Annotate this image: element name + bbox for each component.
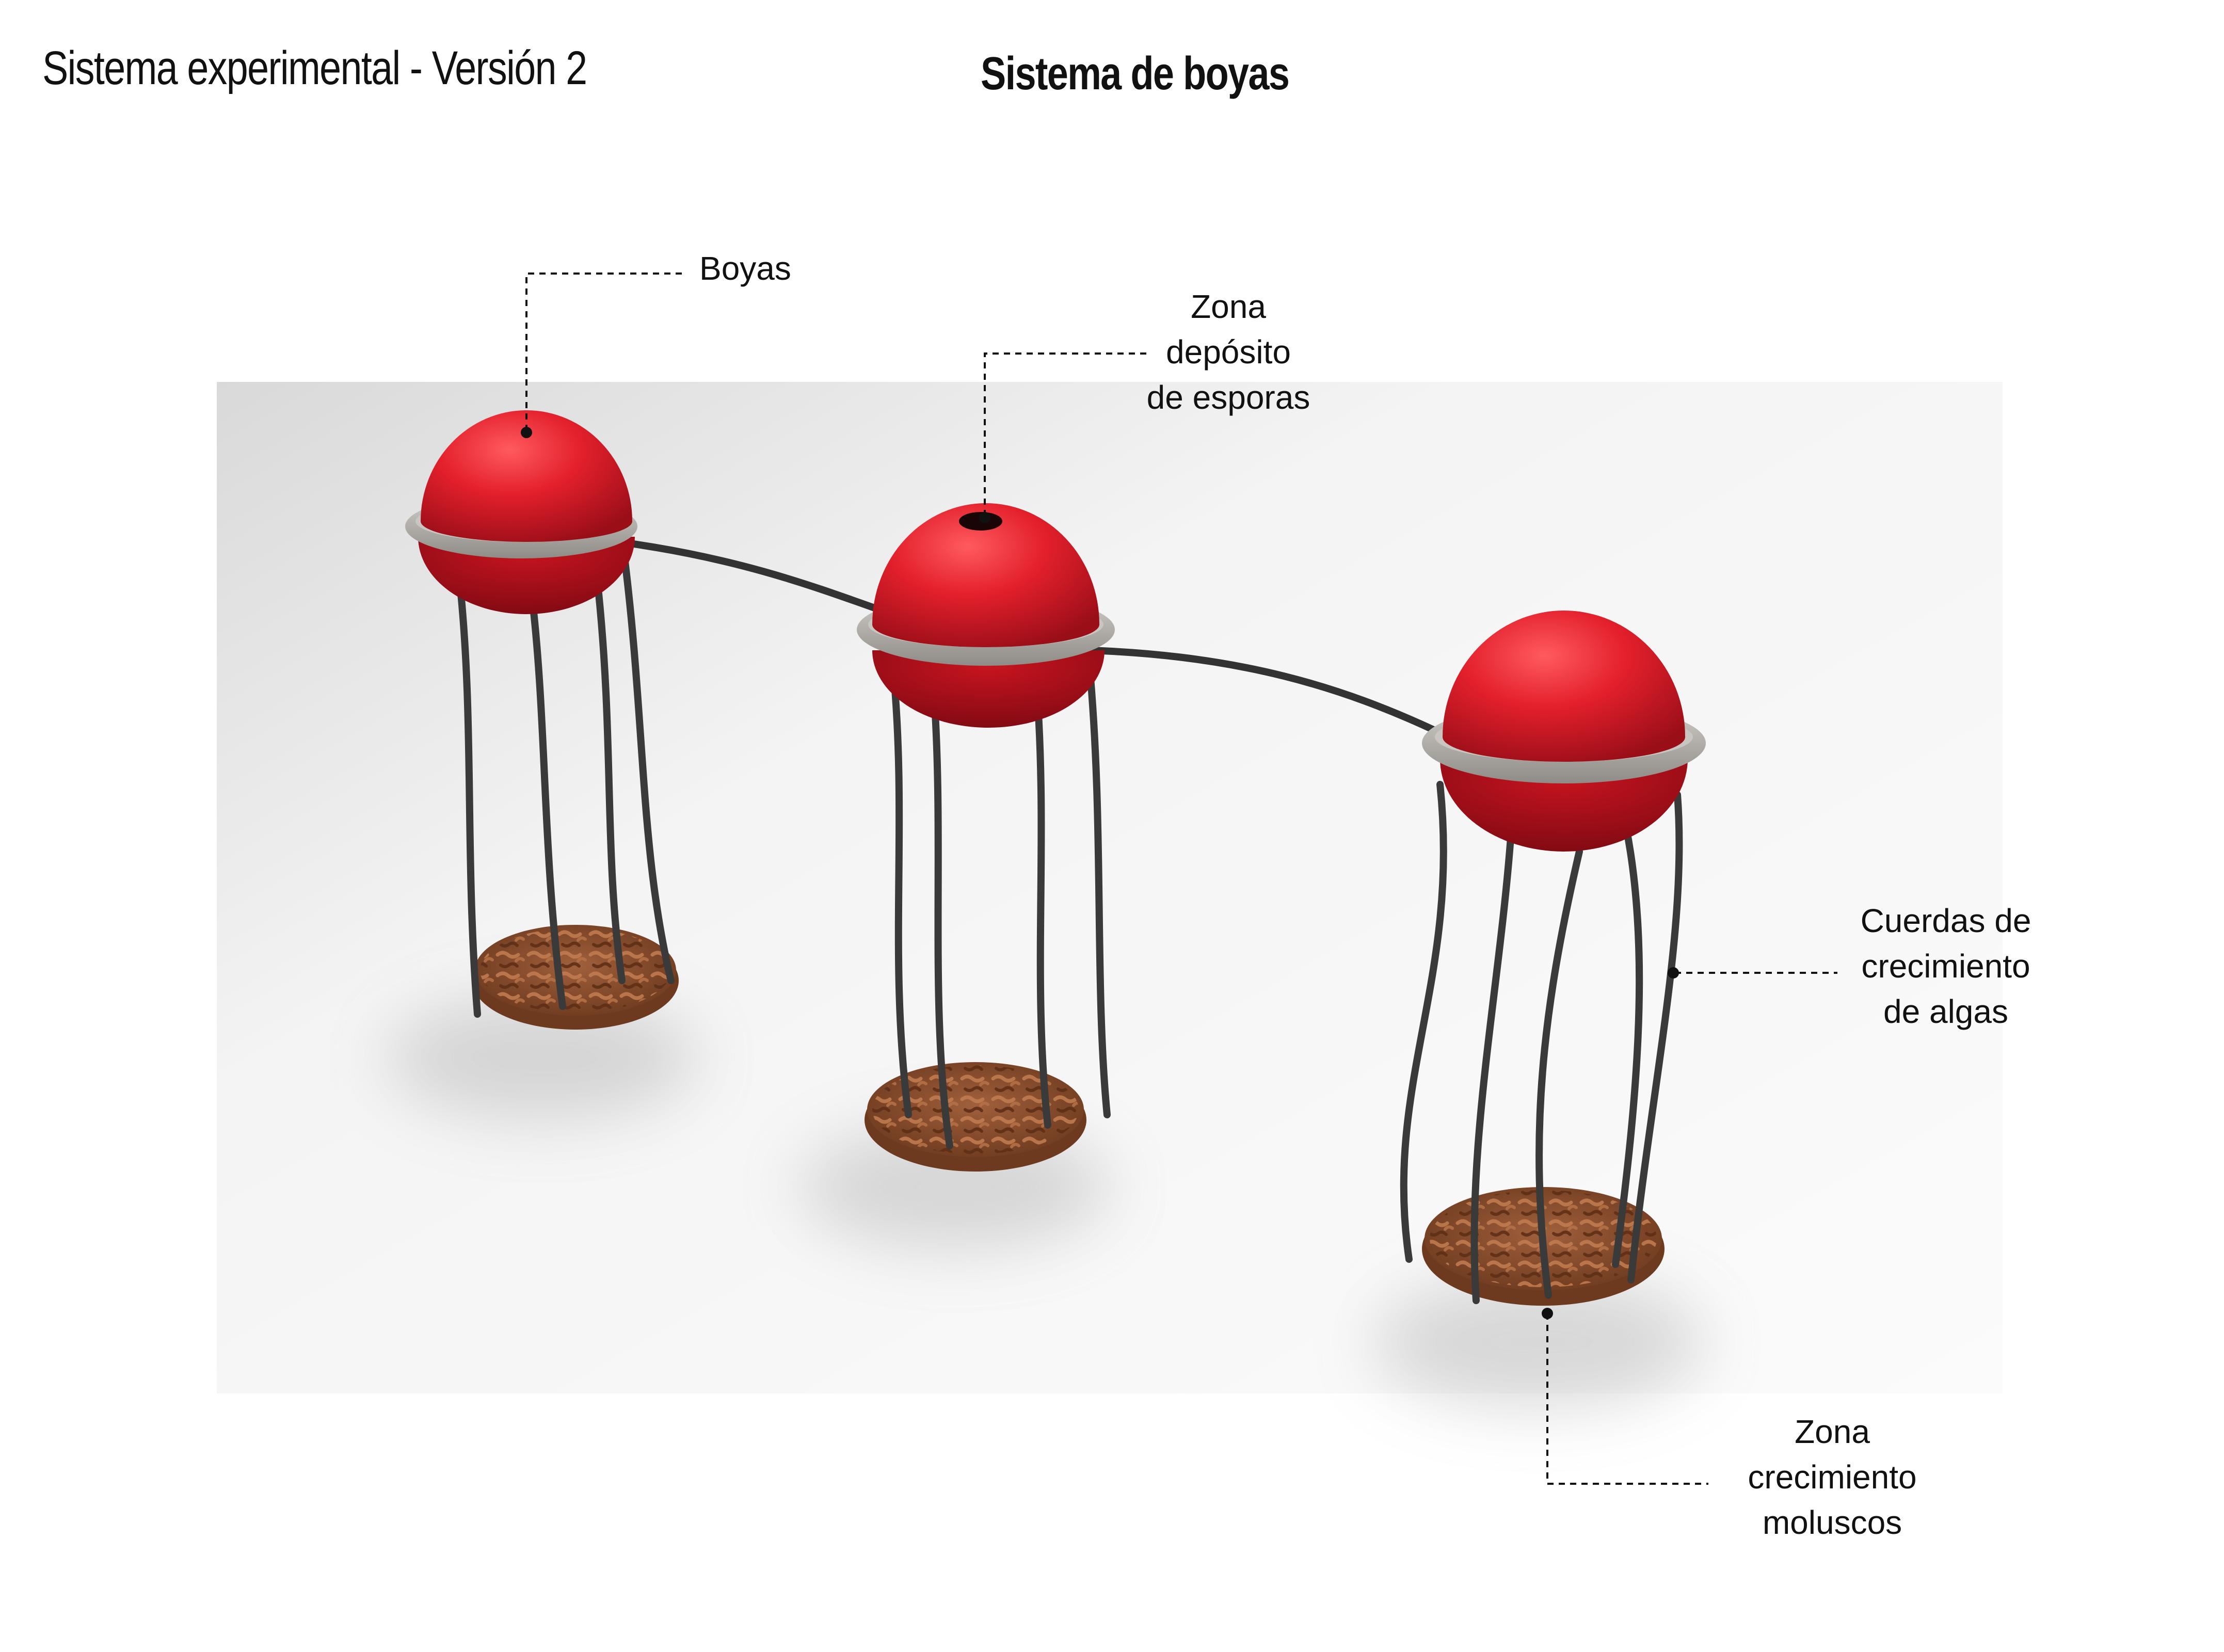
callout-buoys: Boyas [699,246,791,291]
dot-mollusc-zone [1542,1308,1553,1319]
callout-spore-zone: Zona depósito de esporas [1120,284,1337,420]
buoy-sphere-1 [421,410,632,542]
dot-spore-zone [979,512,990,523]
leader-buoys [525,272,686,431]
buoy-unit-3 [1400,611,1706,1306]
callout-mollusc-zone-line-1: Zona [1795,1413,1870,1450]
callout-mollusc-zone-line-2: crecimiento [1748,1458,1917,1496]
connecting-rope [616,538,1444,736]
callout-algae-ropes: Cuerdas de crecimiento de algas [1832,898,2059,1034]
page-subtitle: Sistema experimental - Versión 2 [42,42,587,94]
ropes-3 [1400,781,1683,1304]
buoy-sphere-3 [1443,611,1685,762]
callout-spore-zone-line-1: Zona [1191,288,1266,325]
ropes-1 [456,554,675,1018]
callout-algae-ropes-line-1: Cuerdas de [1860,902,2031,939]
buoy-unit-1 [405,410,679,1030]
diagram-title: Sistema de boyas [981,48,1290,100]
dot-buoys [521,427,532,438]
buoy-sphere-2 [872,503,1099,647]
dot-algae-ropes [1668,967,1679,979]
callout-mollusc-zone: Zona crecimiento moluscos [1719,1409,1946,1545]
leader-spore-zone [984,352,1148,516]
callout-spore-zone-line-2: depósito [1166,333,1291,371]
callout-mollusc-zone-line-3: moluscos [1762,1504,1902,1541]
leader-mollusc-zone [1546,1313,1708,1485]
callout-spore-zone-line-3: de esporas [1146,379,1310,416]
callout-algae-ropes-line-2: crecimiento [1861,948,2030,985]
ropes-2 [889,657,1111,1149]
buoy-unit-2 [857,503,1115,1172]
callout-algae-ropes-line-3: de algas [1883,993,2008,1030]
callout-anchor-dots [521,427,1679,1319]
callout-leaders [525,272,1837,1485]
callout-buoys-line-1: Boyas [699,250,791,287]
